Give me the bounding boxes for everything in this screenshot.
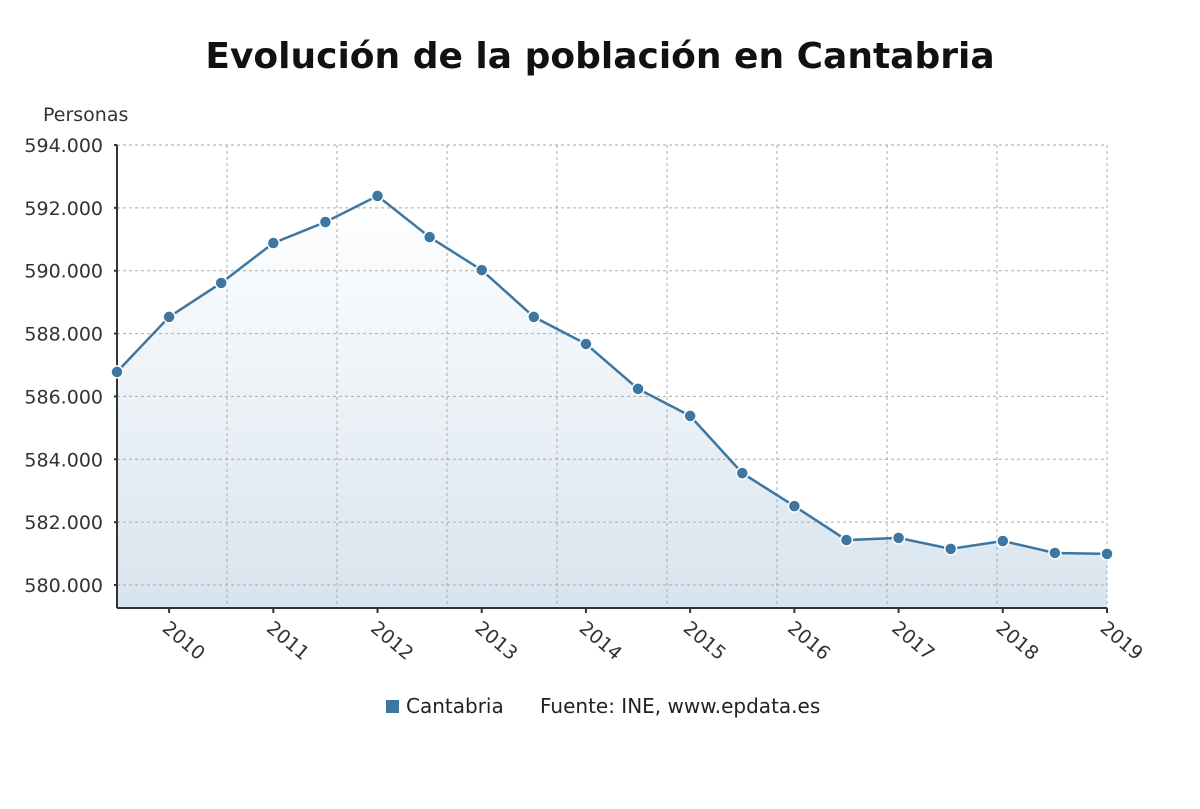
data-point bbox=[996, 534, 1010, 548]
y-tick-label: 584.000 bbox=[24, 449, 103, 471]
y-tick-label: 592.000 bbox=[24, 198, 103, 220]
data-point bbox=[214, 276, 228, 290]
data-point bbox=[579, 337, 593, 351]
series-line bbox=[116, 194, 1108, 556]
legend-label: Cantabria bbox=[406, 694, 504, 718]
data-point bbox=[683, 409, 697, 423]
source-note: Fuente: INE, www.epdata.es bbox=[540, 694, 821, 718]
data-point bbox=[735, 466, 750, 480]
x-tick-label: 2011 bbox=[262, 617, 313, 665]
data-point bbox=[891, 531, 906, 545]
data-point bbox=[162, 310, 176, 324]
x-tick-label: 2019 bbox=[1096, 617, 1147, 665]
x-tick-label: 2015 bbox=[679, 617, 730, 665]
data-point bbox=[631, 382, 645, 396]
y-axis-label: Personas bbox=[43, 104, 129, 126]
y-tick-label: 582.000 bbox=[24, 512, 103, 534]
data-point bbox=[318, 215, 333, 229]
x-tick-label: 2010 bbox=[158, 617, 209, 665]
y-tick-label: 594.000 bbox=[24, 135, 103, 157]
data-point bbox=[943, 542, 958, 556]
legend-swatch bbox=[386, 699, 399, 713]
chart-title: Evolución de la población en Cantabria bbox=[205, 36, 995, 77]
x-tick-label: 2012 bbox=[366, 617, 417, 665]
data-point bbox=[527, 310, 541, 324]
x-tick-label: 2017 bbox=[887, 617, 938, 665]
data-point bbox=[839, 533, 854, 547]
data-point bbox=[474, 263, 489, 277]
data-point bbox=[1048, 546, 1062, 560]
y-tick-label: 580.000 bbox=[24, 575, 103, 597]
y-tick-label: 590.000 bbox=[24, 261, 103, 283]
data-point bbox=[266, 236, 281, 250]
x-tick-label: 2013 bbox=[471, 617, 522, 665]
data-point bbox=[787, 499, 802, 513]
y-tick-label: 586.000 bbox=[24, 386, 103, 408]
data-point bbox=[422, 230, 437, 244]
x-tick-label: 2018 bbox=[992, 617, 1043, 665]
data-point bbox=[1100, 547, 1114, 561]
x-tick-label: 2016 bbox=[783, 617, 834, 665]
x-tick-label: 2014 bbox=[575, 617, 626, 665]
area-fill bbox=[117, 195, 1107, 608]
y-tick-label: 588.000 bbox=[24, 324, 103, 346]
data-point bbox=[370, 189, 385, 203]
legend-item[interactable]: Cantabria bbox=[386, 694, 504, 718]
data-point bbox=[110, 365, 124, 379]
